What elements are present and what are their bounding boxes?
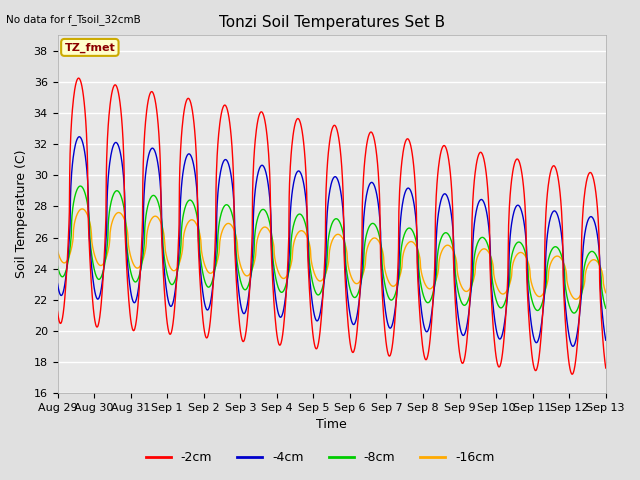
Title: Tonzi Soil Temperatures Set B: Tonzi Soil Temperatures Set B [219, 15, 445, 30]
Text: No data for f_Tsoil_32cmB: No data for f_Tsoil_32cmB [6, 14, 141, 25]
Y-axis label: Soil Temperature (C): Soil Temperature (C) [15, 150, 28, 278]
X-axis label: Time: Time [316, 419, 347, 432]
Legend: -2cm, -4cm, -8cm, -16cm: -2cm, -4cm, -8cm, -16cm [141, 446, 499, 469]
Text: TZ_fmet: TZ_fmet [65, 42, 115, 52]
